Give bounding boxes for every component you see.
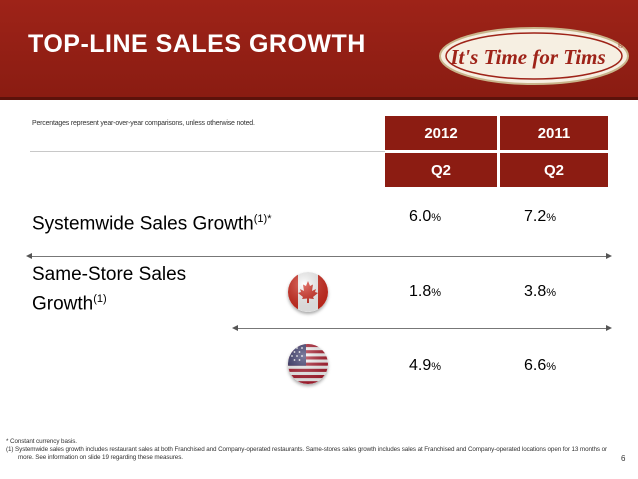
registered-mark: ® — [618, 42, 624, 50]
column-quarter-2011: Q2 — [500, 153, 608, 187]
same-store-sales-label: Same-Store Sales Growth(1) — [32, 264, 187, 315]
banner-underline — [0, 97, 638, 100]
divider-arrow-left — [26, 253, 32, 259]
systemwide-2012-value: 6.0% — [408, 208, 442, 225]
tims-logo: It's Time for Tims ® — [439, 27, 629, 85]
same-store-canada-2011-value: 3.8% — [523, 283, 557, 300]
footnote-constant-currency: * Constant currency basis. — [6, 438, 77, 445]
header-rule — [30, 151, 385, 152]
canada-flag-icon — [288, 272, 328, 312]
same-store-canada-2012-value: 1.8% — [408, 283, 442, 300]
column-year-2012: 2012 — [385, 116, 497, 150]
same-store-usa-2012-value: 4.9% — [408, 357, 442, 374]
divider-arrow-right — [606, 253, 612, 259]
row-divider-1 — [30, 256, 606, 257]
usa-flag-icon — [288, 344, 328, 384]
row-divider-2 — [236, 328, 606, 329]
systemwide-sales-label: Systemwide Sales Growth(1)* — [32, 213, 272, 235]
page-number: 6 — [621, 454, 626, 463]
logo-text: It's Time for Tims — [449, 45, 605, 69]
same-store-usa-2011-value: 6.6% — [523, 357, 557, 374]
divider-arrow-right-2 — [606, 325, 612, 331]
divider-arrow-left-2 — [232, 325, 238, 331]
footnote-sales-definition-cont: more. See information on slide 19 regard… — [18, 454, 183, 461]
comparison-note: Percentages represent year-over-year com… — [32, 120, 255, 127]
footnote-sales-definition: (1) Systemwide sales growth includes res… — [6, 446, 608, 453]
column-year-2011: 2011 — [500, 116, 608, 150]
systemwide-2011-value: 7.2% — [523, 208, 557, 225]
slide-title: TOP-LINE SALES GROWTH — [28, 30, 366, 58]
column-quarter-2012: Q2 — [385, 153, 497, 187]
